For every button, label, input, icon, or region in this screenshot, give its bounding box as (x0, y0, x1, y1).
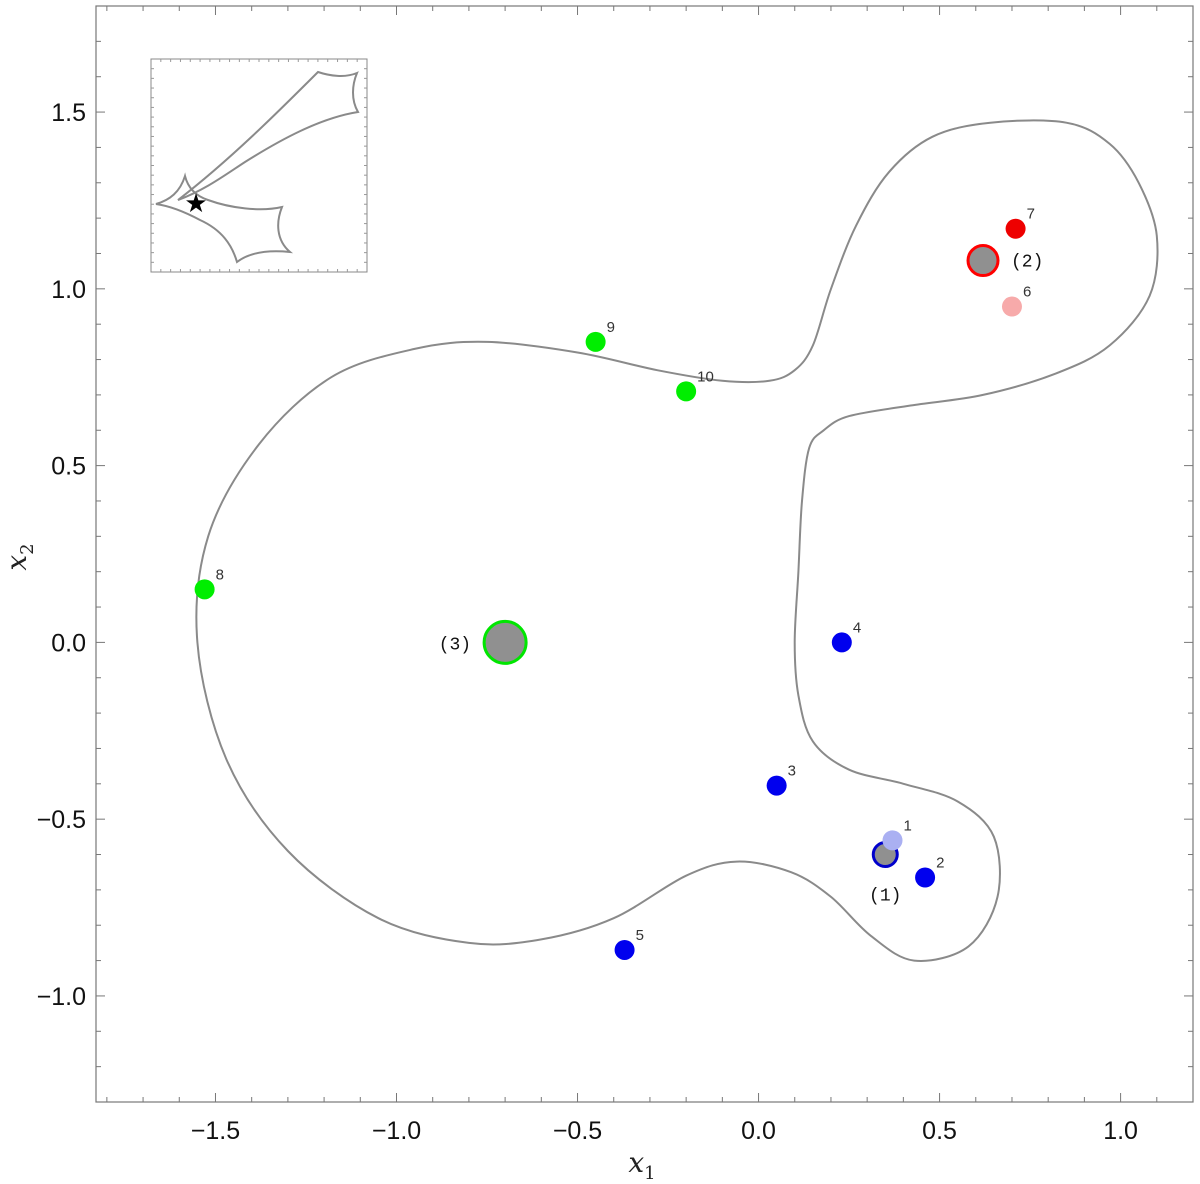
lens-label: (2) (1011, 253, 1043, 273)
image-point (1001, 296, 1022, 317)
image-label: 1 (904, 817, 912, 834)
x-tick-label: −0.5 (553, 1117, 602, 1145)
inset-caustic-small (155, 172, 294, 264)
image-markers: 1 2 3 4 5 6 7 8 9 10 (194, 206, 1035, 960)
y-axis-title: x2 (0, 543, 38, 570)
inset-ticks (151, 59, 367, 272)
image-point (1005, 218, 1026, 239)
lens-markers: (1) (2) (3) (439, 244, 1043, 907)
inset-caustic-large (177, 70, 360, 201)
lens-marker (966, 244, 1000, 278)
x-tick-label: 0.5 (922, 1117, 957, 1145)
y-tick-label: 0.5 (51, 453, 86, 481)
lens-label: (1) (869, 887, 901, 907)
lens-marker (482, 619, 528, 665)
image-label: 5 (636, 927, 644, 944)
image-label: 4 (853, 619, 861, 636)
y-tick-label: −0.5 (37, 806, 86, 834)
y-tick-label: 1.0 (51, 276, 86, 304)
image-label: 6 (1023, 284, 1031, 301)
image-label: 10 (697, 368, 714, 385)
y-tick-label: 1.5 (51, 99, 86, 127)
plot-frame (95, 5, 1194, 1103)
y-tick-label: 0.0 (51, 629, 86, 657)
image-point (676, 381, 697, 402)
lens-label: (3) (439, 635, 471, 655)
image-point (882, 830, 903, 851)
y-tick-label: −1.0 (37, 983, 86, 1011)
inset-panel: ★ (150, 58, 368, 273)
image-point (614, 939, 635, 960)
x-tick-label: −1.0 (372, 1117, 421, 1145)
image-label: 3 (788, 763, 796, 780)
image-point (831, 632, 852, 653)
axis-tick-labels: −1.5 −1.0 −0.5 0.0 0.5 1.0 −1.0 −0.5 0.0 0.5 1.0 1.… (37, 99, 1138, 1145)
image-label: 8 (216, 566, 224, 583)
image-point (915, 867, 936, 888)
image-label: 9 (607, 319, 615, 336)
x-tick-label: −1.5 (191, 1117, 240, 1145)
inset-frame (150, 58, 368, 273)
image-point (766, 775, 787, 796)
image-point (194, 579, 215, 600)
image-label: 7 (1027, 206, 1035, 223)
image-label: 2 (936, 854, 944, 871)
source-star-icon: ★ (184, 189, 207, 219)
x-tick-label: 0.0 (741, 1117, 776, 1145)
x-axis-title: x1 (628, 1146, 655, 1184)
image-point (585, 331, 606, 352)
critical-curve (195, 119, 1159, 962)
x-tick-label: 1.0 (1103, 1117, 1138, 1145)
axis-ticks (96, 5, 1194, 1103)
